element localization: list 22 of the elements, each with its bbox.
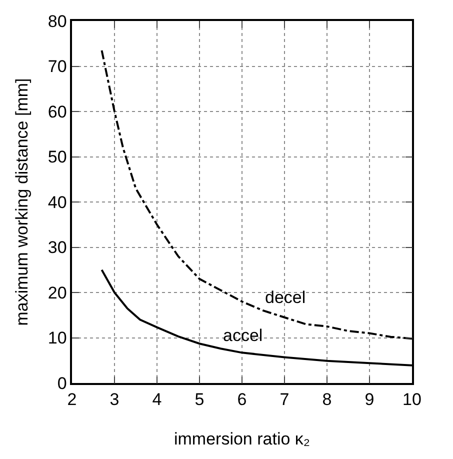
x-tick-label: 7: [280, 390, 290, 410]
x-tick-label: 10: [402, 390, 422, 410]
x-tick-label: 2: [67, 390, 77, 410]
y-tick-label: 40: [48, 192, 67, 212]
x-tick-label: 5: [194, 390, 204, 410]
x-tick-label: 4: [152, 390, 162, 410]
y-tick-label: 10: [48, 328, 67, 348]
y-tick-label: 60: [48, 102, 67, 122]
x-tick-label: 6: [237, 390, 247, 410]
x-axis-title: immersion ratio κ₂: [174, 430, 310, 448]
series-label: decel: [265, 288, 306, 307]
y-tick-label: 70: [48, 57, 67, 76]
y-axis-title: maximum working distance [mm]: [12, 78, 32, 326]
y-tick-label: 20: [48, 283, 67, 302]
x-tick-label: 3: [110, 390, 120, 410]
x-tick-label: 9: [364, 390, 374, 410]
y-tick-label: 0: [57, 374, 67, 393]
x-tick-label: 8: [322, 390, 332, 410]
y-tick-label: 50: [48, 148, 67, 167]
series-label: accel: [223, 326, 263, 345]
y-tick-label: 30: [48, 238, 67, 258]
y-tick-label: 80: [48, 12, 67, 31]
